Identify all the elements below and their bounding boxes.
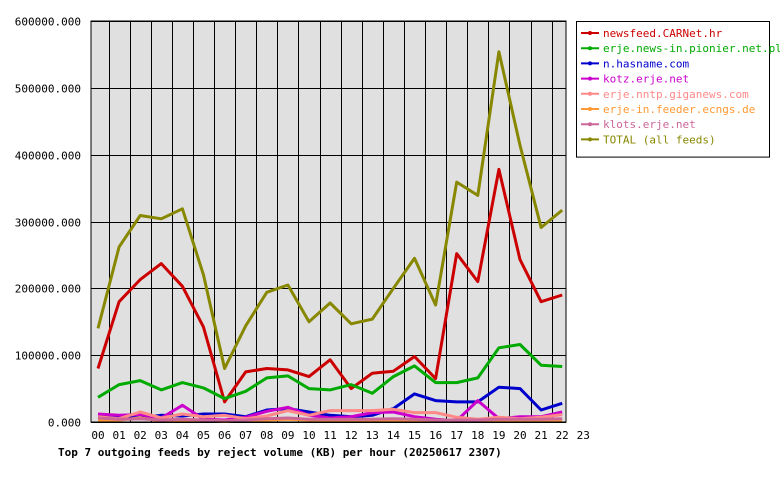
y-tick-label: 400000.000 xyxy=(15,150,81,163)
legend-box xyxy=(576,21,770,158)
x-tick-label: 18 xyxy=(471,429,484,442)
x-tick-label: 20 xyxy=(513,429,526,442)
y-tick-label: 300000.000 xyxy=(15,217,81,230)
x-tick-labels: 00 01 02 03 04 05 06 07 08 09 10 11 12 13 14 15 16 17 18 19… xyxy=(91,429,590,442)
x-tick-label: 11 xyxy=(323,429,336,442)
legend-marker xyxy=(588,107,592,111)
x-tick-label: 04 xyxy=(176,429,190,442)
legend-label: kotz.erje.net xyxy=(603,73,689,86)
legend-marker xyxy=(588,61,592,66)
series-line-total-all-feeds- xyxy=(96,50,564,370)
legend: newsfeed.CARNet.hr erje.news-in.pionier.n… xyxy=(576,21,780,158)
legend-label: erje-in.feeder.ecngs.de xyxy=(603,103,755,116)
x-tick-label: 10 xyxy=(302,429,315,442)
x-tick-label: 21 xyxy=(534,429,547,442)
legend-marker xyxy=(588,76,592,81)
y-tick-label: 500000.000 xyxy=(15,83,81,96)
legend-marker xyxy=(588,122,592,127)
y-tick-label: 100000.000 xyxy=(15,350,81,363)
legend-label: erje.nntp.giganews.com xyxy=(603,88,749,101)
x-tick-label: 08 xyxy=(260,429,273,442)
legend-label: newsfeed.CARNet.hr xyxy=(603,27,723,40)
series-line-newsfeed-carnet-hr xyxy=(96,167,563,404)
x-tick-label: 22 xyxy=(556,429,569,442)
y-tick-label: 600000.000 xyxy=(15,16,81,29)
legend-label: klots.erje.net xyxy=(603,118,696,131)
x-tick-label: 07 xyxy=(239,429,252,442)
legend-marker xyxy=(588,137,592,142)
series-line-erje-news-in-pionier-net-pl xyxy=(97,343,563,401)
plot-frame xyxy=(90,20,567,423)
x-tick-label: 02 xyxy=(134,429,147,442)
grid xyxy=(91,21,566,423)
legend-label: n.hasname.com xyxy=(603,57,689,70)
legend-marker xyxy=(588,91,592,96)
x-tick-label: 09 xyxy=(281,429,294,442)
y-tick-label: 200000.000 xyxy=(15,283,81,296)
legend-marker xyxy=(588,31,592,35)
x-tick-label: 15 xyxy=(408,429,421,442)
y-tick-labels: 0.000 100000.000 200000.000 300000.000 40000… xyxy=(15,16,81,430)
x-tick-label: 16 xyxy=(429,429,442,442)
x-tick-label: 03 xyxy=(155,429,168,442)
series-line-klots-erje-net xyxy=(97,416,563,423)
x-tick-label: 19 xyxy=(492,429,505,442)
x-tick-label: 12 xyxy=(345,429,358,442)
x-tick-label: 14 xyxy=(387,429,401,442)
x-tick-label: 13 xyxy=(366,429,379,442)
legend-label: erje.news-in.pionier.net.pl xyxy=(603,42,780,55)
legend-label: TOTAL (all feeds) xyxy=(603,133,716,146)
x-tick-label: 05 xyxy=(197,429,210,442)
legend-marker xyxy=(588,46,592,51)
y-tick-label: 0.000 xyxy=(48,417,81,430)
x-tick-label: 17 xyxy=(450,429,463,442)
x-tick-label: 06 xyxy=(218,429,231,442)
x-tick-label: 00 xyxy=(91,429,104,442)
series-lines xyxy=(96,50,564,423)
x-tick-label: 01 xyxy=(112,429,125,442)
chart-title: Top 7 outgoing feeds by reject volume (K… xyxy=(58,446,502,459)
x-tick-label: 23 xyxy=(577,429,590,442)
